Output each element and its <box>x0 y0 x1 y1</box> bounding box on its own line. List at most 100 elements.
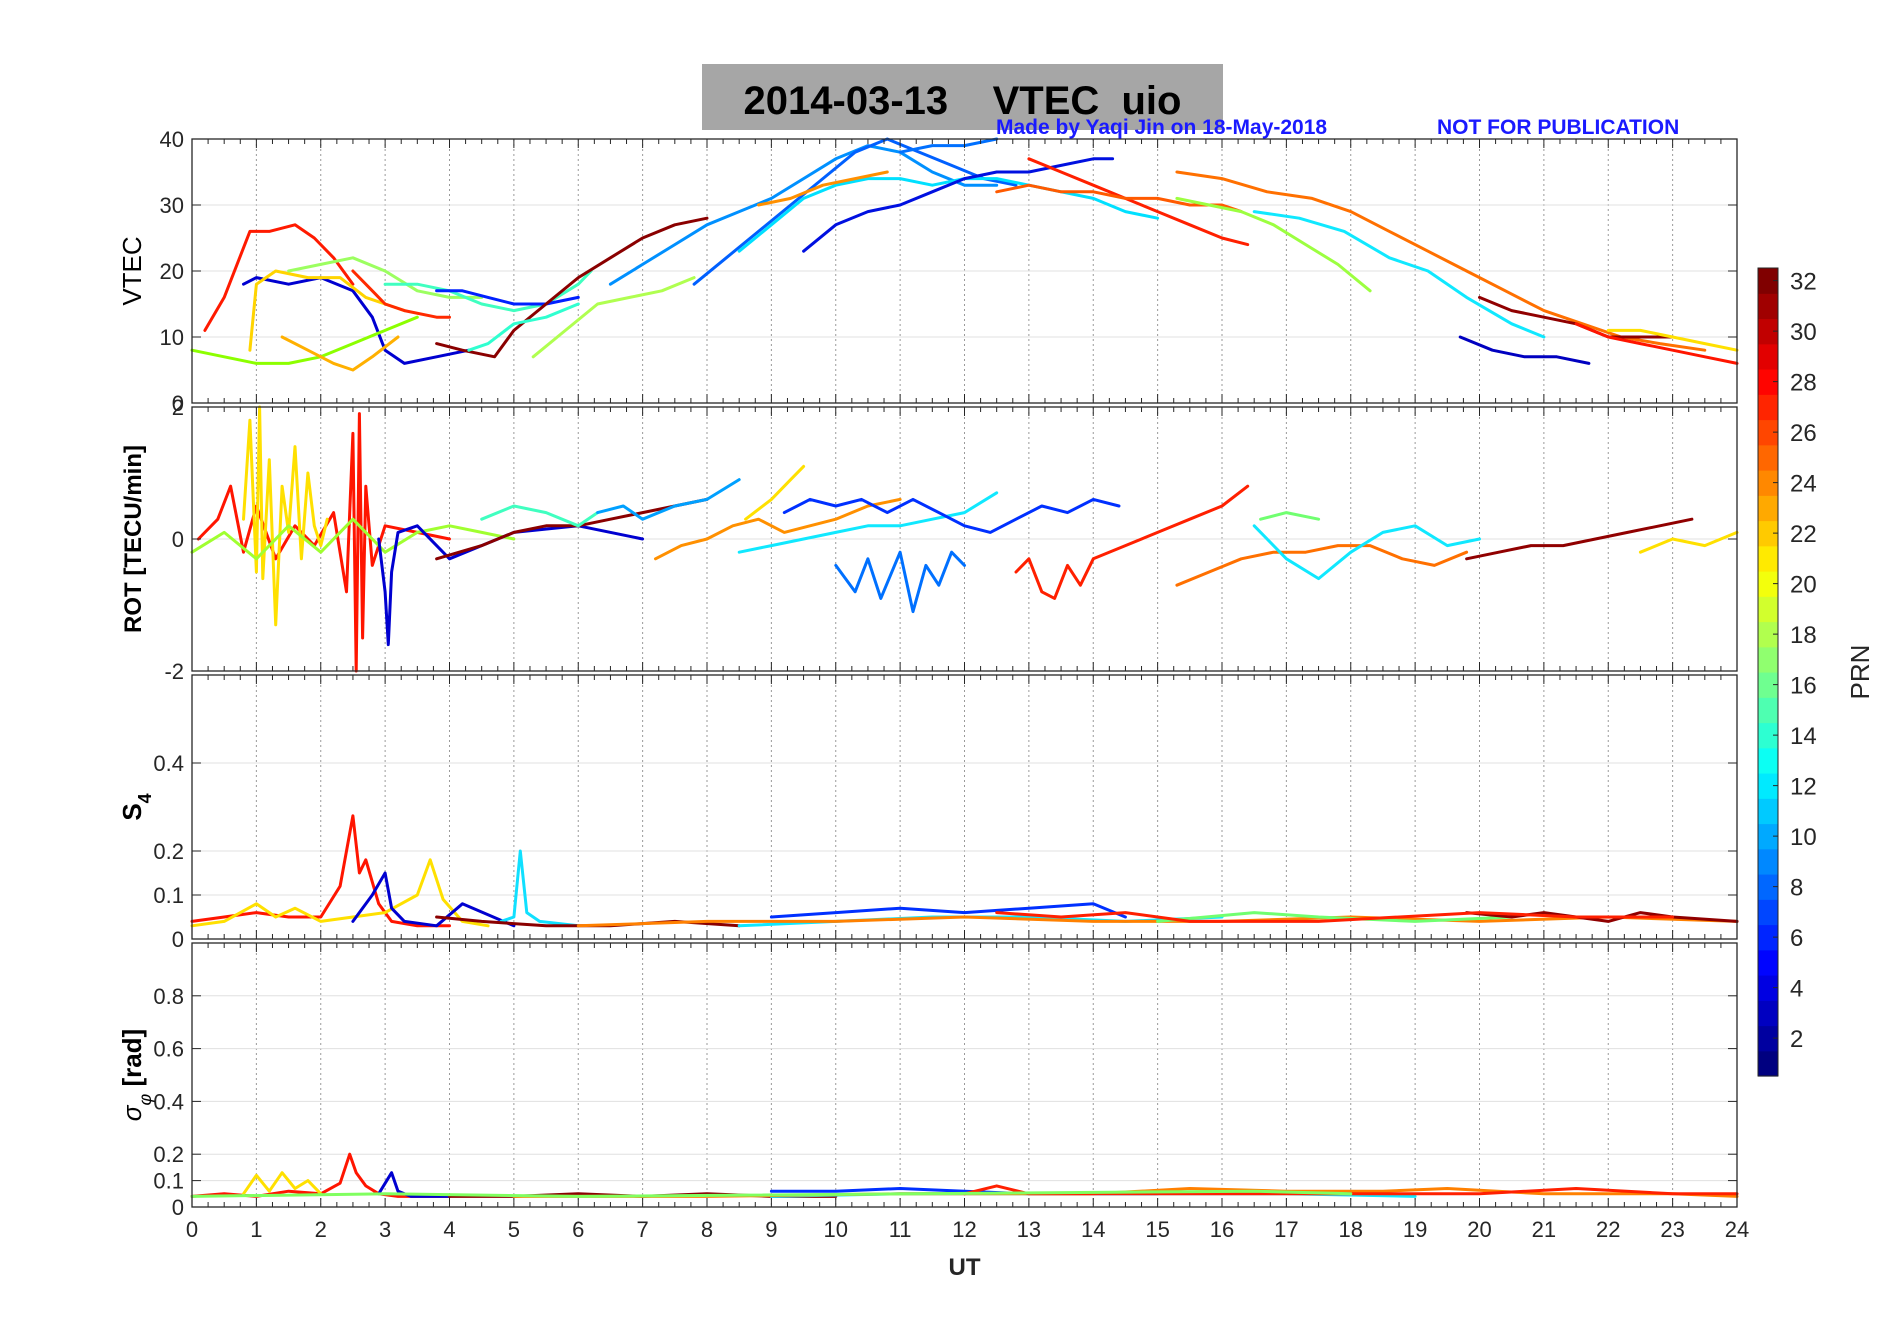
colorbar-tick-label: 6 <box>1790 925 1803 952</box>
y-tick-label: 0 <box>172 1195 184 1220</box>
colorbar-segment <box>1758 773 1778 799</box>
series-line-prn-17 <box>287 256 484 299</box>
y-tick-label: 0.2 <box>153 839 184 864</box>
series-line-prn-16 <box>1156 911 1514 923</box>
colorbar-segment <box>1758 520 1778 547</box>
y-tick-label: 0.8 <box>153 984 184 1009</box>
series-line-prn-16 <box>190 517 516 561</box>
colorbar-segment <box>1758 545 1778 572</box>
colorbar-tick-label: 28 <box>1790 370 1817 397</box>
colorbar-tick-label: 26 <box>1790 420 1817 447</box>
series-line-prn-12 <box>737 177 1160 253</box>
colorbar-tick-label: 24 <box>1790 471 1817 498</box>
x-tick-label: 18 <box>1339 1217 1363 1242</box>
series-line-prn-21 <box>744 464 806 521</box>
colorbar-tick-label: 2 <box>1790 1026 1803 1053</box>
colorbar-tick-label: 10 <box>1790 824 1817 851</box>
series-line-prn-5 <box>769 902 1127 919</box>
credit-notice: NOT FOR PUBLICATION <box>1437 116 1680 139</box>
series-line-prn-28 <box>190 814 451 928</box>
colorbar-segment <box>1758 369 1778 395</box>
series-line-prn-7 <box>692 137 1018 286</box>
colorbar-tick-label: 12 <box>1790 774 1817 801</box>
colorbar-tick-label: 4 <box>1790 976 1803 1003</box>
series-line-prn-24 <box>1175 544 1469 587</box>
y-axis-label: ROT [TECU/min] <box>120 445 147 633</box>
colorbar-segment <box>1758 621 1778 648</box>
x-tick-label: 13 <box>1017 1217 1041 1242</box>
y-tick-label: 30 <box>160 193 184 218</box>
colorbar-segment <box>1758 697 1778 724</box>
y-tick-label: 0.1 <box>153 883 184 908</box>
y-axis-label: S4 <box>117 793 155 820</box>
x-tick-label: 12 <box>952 1217 976 1242</box>
x-tick-label: 4 <box>443 1217 455 1242</box>
colorbar-tick-label: 8 <box>1790 875 1803 902</box>
x-tick-label: 8 <box>701 1217 713 1242</box>
colorbar-segment <box>1758 394 1778 421</box>
series-line-prn-28 <box>196 412 451 673</box>
series-line-prn-9 <box>608 144 999 286</box>
series-line-prn-27 <box>995 911 1675 923</box>
series-line-prn-12 <box>737 491 999 554</box>
series-line-prn-3 <box>351 871 516 928</box>
colorbar-tick-label: 14 <box>1790 723 1817 750</box>
colorbar-tick-label: 30 <box>1790 319 1817 346</box>
x-tick-label: 16 <box>1210 1217 1234 1242</box>
colorbar-tick-label: 16 <box>1790 673 1817 700</box>
series-line-prn-3 <box>377 1171 451 1198</box>
colorbar-segment <box>1758 874 1778 900</box>
colorbar-segment <box>1758 823 1778 850</box>
series-line-prn-27 <box>963 1184 1739 1196</box>
series-line-prn-27 <box>351 269 451 319</box>
colorbar-segment <box>1758 1025 1778 1052</box>
series-line-prn-3 <box>242 276 471 365</box>
series-line-prn-5 <box>782 497 1121 534</box>
colorbar-segment <box>1758 672 1778 698</box>
y-tick-label: -2 <box>164 659 184 684</box>
y-tick-label: 0 <box>172 391 184 416</box>
series-line-prn-23 <box>757 170 889 207</box>
series-line-prn-24 <box>1175 170 1707 352</box>
colorbar-segment <box>1758 268 1778 294</box>
x-tick-label: 9 <box>765 1217 777 1242</box>
colorbar-segment <box>1758 444 1778 471</box>
x-tick-label: 2 <box>315 1217 327 1242</box>
colorbar-segment <box>1758 470 1778 496</box>
series-line-prn-16 <box>190 1189 1353 1198</box>
colorbar-segment <box>1758 924 1778 951</box>
series-line-prn-8 <box>834 550 966 614</box>
series-line-prn-27 <box>1014 484 1250 600</box>
credit-author: Made by Yaqi Jin on 18-May-2018 <box>996 116 1328 139</box>
series-line-prn-31 <box>435 216 709 359</box>
y-tick-label: 0.2 <box>153 1142 184 1167</box>
y-tick-label: 10 <box>160 325 184 350</box>
colorbar-segment <box>1758 419 1778 446</box>
x-tick-label: 21 <box>1532 1217 1556 1242</box>
y-tick-label: 40 <box>160 127 184 152</box>
x-axis-label: UT <box>949 1254 981 1281</box>
colorbar-tick-label: 32 <box>1790 269 1817 296</box>
series-line-prn-20 <box>190 858 490 928</box>
series-line-prn-9 <box>596 478 741 521</box>
colorbar-frame <box>1757 267 1779 1077</box>
y-tick-label: 0.6 <box>153 1037 184 1062</box>
y-tick-label: 0 <box>172 927 184 952</box>
x-tick-label: 24 <box>1725 1217 1749 1242</box>
x-tick-label: 14 <box>1081 1217 1105 1242</box>
colorbar-segment <box>1758 975 1778 1001</box>
y-axis-label: σφ [rad] <box>117 1029 155 1121</box>
series-line-prn-3 <box>377 524 645 647</box>
series-line-prn-14 <box>467 302 580 352</box>
colorbar-segment <box>1758 1000 1778 1027</box>
series-line-prn-13 <box>383 269 593 313</box>
colorbar-segment <box>1758 949 1778 976</box>
x-tick-label: 22 <box>1596 1217 1620 1242</box>
y-axis-label: VTEC <box>117 236 147 305</box>
series-line-prn-12 <box>1252 210 1546 339</box>
x-tick-label: 15 <box>1145 1217 1169 1242</box>
series-line-prn-21 <box>1606 328 1739 352</box>
series-line-prn-28 <box>190 1152 451 1198</box>
y-tick-label: 0.4 <box>153 751 184 776</box>
series-line-prn-20 <box>242 1171 323 1196</box>
